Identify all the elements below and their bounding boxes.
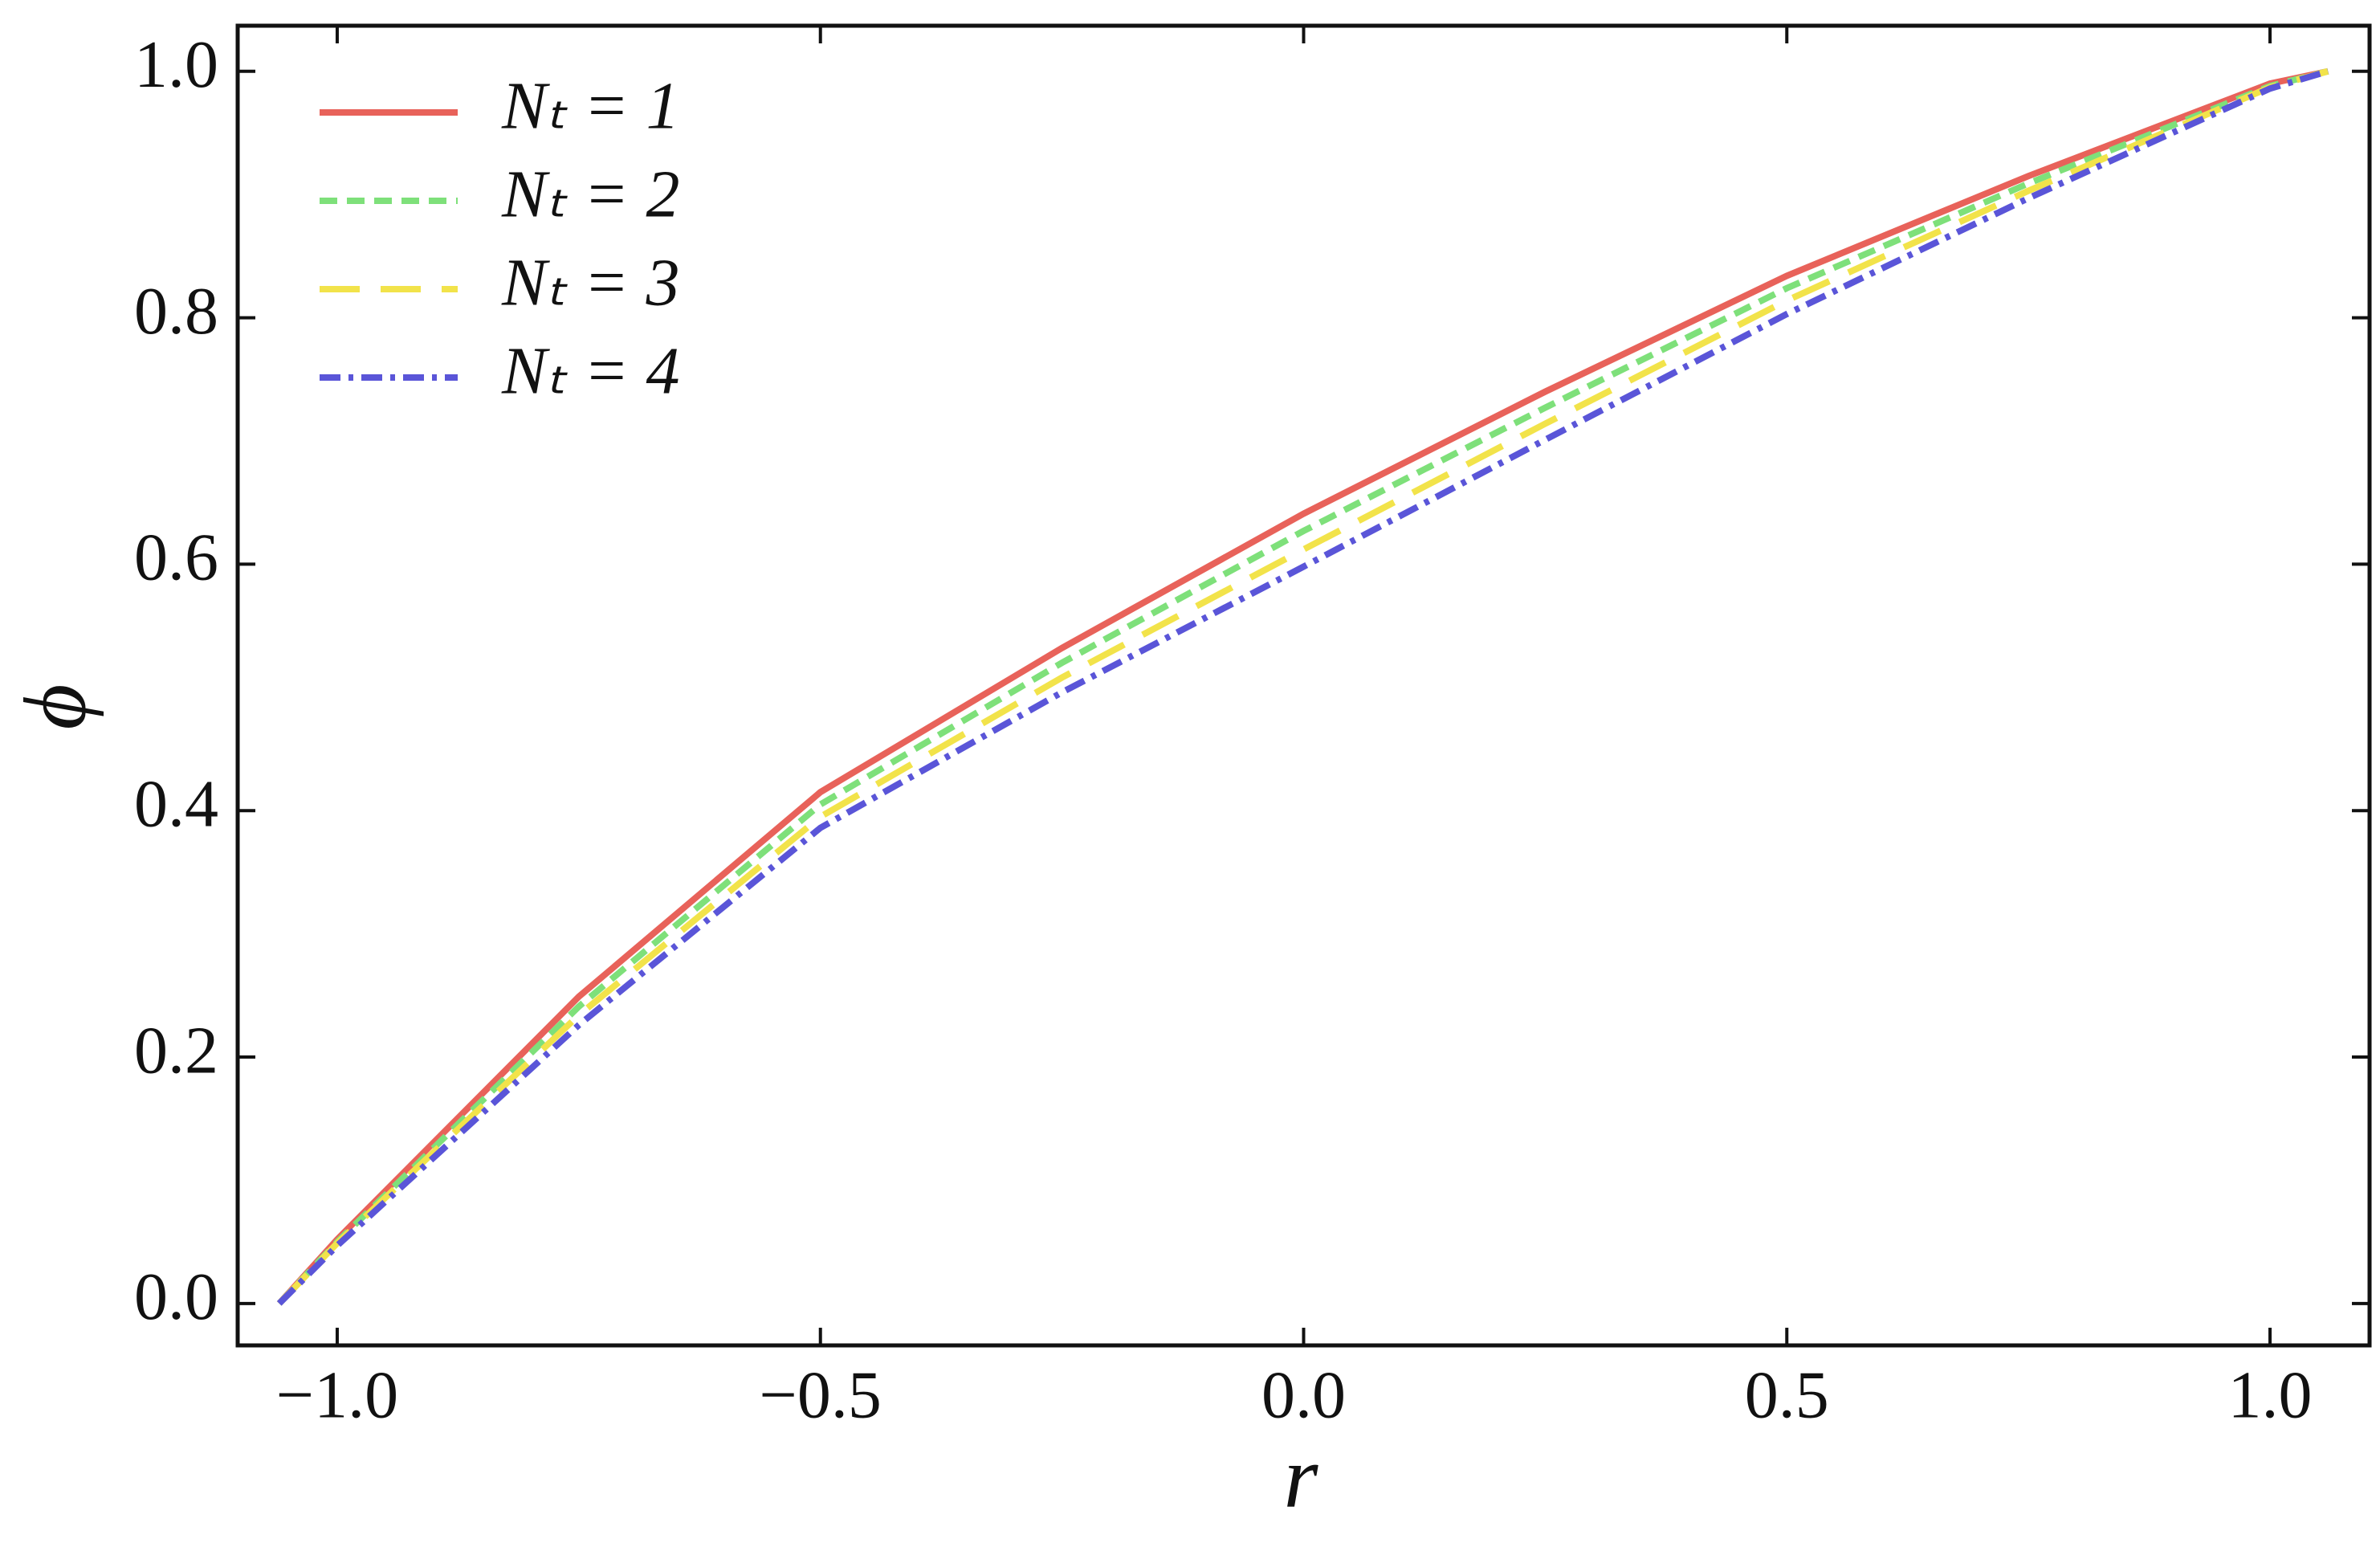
y-tick-label: 0.8 [134,274,218,349]
y-tick-label: 0.6 [134,520,218,595]
x-tick-label: −1.0 [276,1357,398,1432]
x-tick-label: −0.5 [760,1357,882,1432]
series-line [276,67,2329,1306]
x-tick-label: 1.0 [2228,1357,2313,1432]
x-tick-label: 0.5 [1745,1357,1829,1432]
y-axis-label: ϕ [6,684,104,730]
x-tick-label: 0.0 [1261,1357,1346,1432]
series-line [276,67,2329,1306]
legend-label: Nₜ = 2 [501,157,679,231]
x-axis-label: r [1284,1427,1319,1525]
y-tick-label: 0.4 [134,766,218,841]
legend-label: Nₜ = 3 [501,245,679,320]
series-line [276,67,2329,1306]
y-tick-label: 1.0 [134,27,218,102]
y-tick-label: 0.0 [134,1259,218,1334]
legend-label: Nₜ = 1 [501,68,679,143]
y-tick-label: 0.2 [134,1013,218,1088]
legend-label: Nₜ = 4 [501,333,679,408]
